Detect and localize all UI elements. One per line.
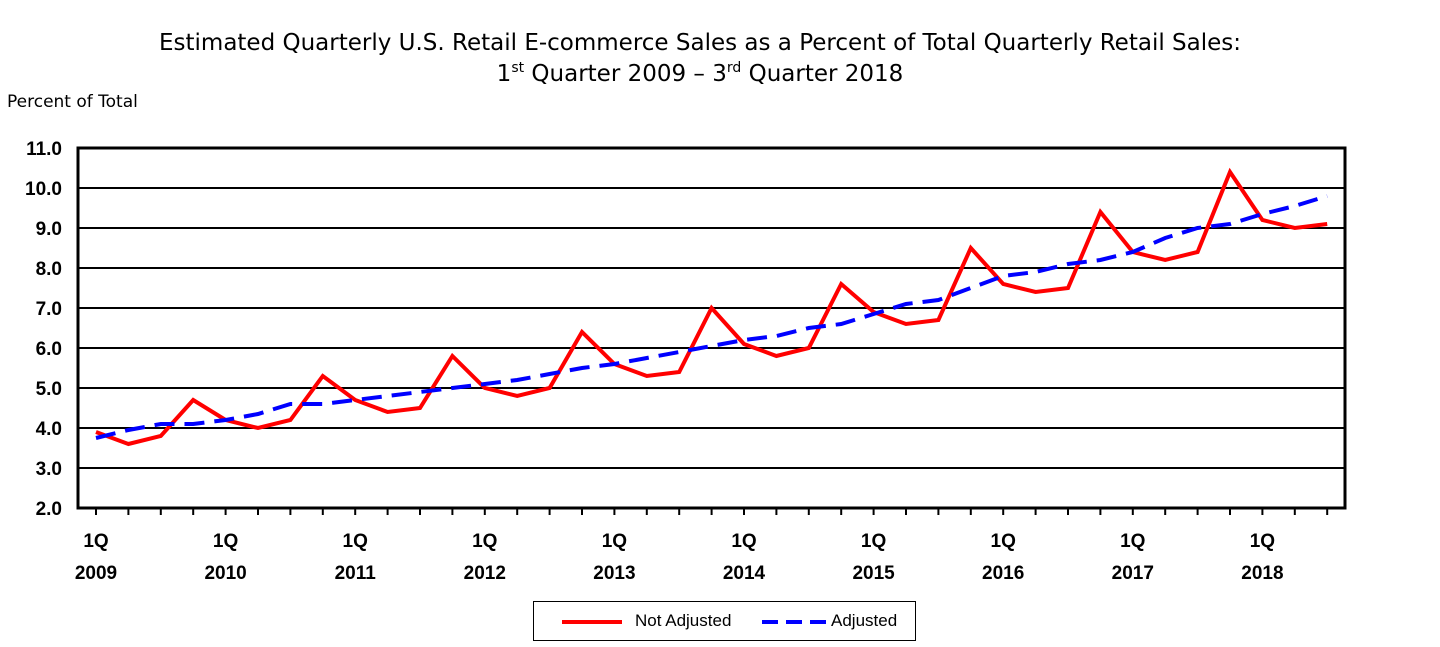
x-tick-label-year: 2010 [204, 563, 246, 584]
plot-area-frame [76, 146, 1347, 510]
x-tick-label-quarter: 1Q [731, 531, 756, 552]
y-tick-label: 10.0 [25, 179, 62, 200]
x-tick-label-year: 2016 [982, 563, 1024, 584]
legend-swatch-adjusted [762, 620, 826, 624]
line-chart: 2.0 3.0 4.0 5.0 6.0 7.0 8.0 9.0 10.0 11.0 1Q 2009 1Q… [25, 139, 1347, 584]
y-tick-label: 2.0 [36, 499, 62, 520]
y-axis-label: Percent of Total [7, 92, 138, 112]
y-tick-label: 8.0 [36, 259, 62, 280]
x-tick-label-year: 2017 [1112, 563, 1154, 584]
y-tick-label: 11.0 [26, 139, 62, 160]
legend-swatch-not-adjusted [562, 620, 622, 624]
x-tick-label-year: 2011 [335, 563, 377, 584]
x-tick-label-year: 2013 [593, 563, 635, 584]
y-tick-label: 6.0 [36, 339, 62, 360]
y-tick-label: 7.0 [36, 299, 62, 320]
x-tick-label-quarter: 1Q [472, 531, 497, 552]
x-tick-label-quarter: 1Q [602, 531, 627, 552]
chart-title-line-1: Estimated Quarterly U.S. Retail E-commer… [158, 30, 1242, 56]
x-tick-label-quarter: 1Q [343, 531, 368, 552]
y-tick-label: 9.0 [36, 219, 62, 240]
x-tick-label-quarter: 1Q [861, 531, 886, 552]
x-tick-label-year: 2012 [464, 563, 506, 584]
x-tick-label-quarter: 1Q [83, 531, 108, 552]
x-tick-label-year: 2015 [852, 563, 895, 584]
y-tick-label: 3.0 [36, 459, 62, 480]
series-line-adjusted [95, 194, 1328, 440]
legend: Not Adjusted Adjusted [533, 601, 916, 641]
x-tick-label-quarter: 1Q [1120, 531, 1145, 552]
y-tick-label: 4.0 [36, 419, 62, 440]
x-tick-label-year: 2009 [75, 563, 117, 584]
x-tick-label-quarter: 1Q [213, 531, 238, 552]
legend-label-adjusted: Adjusted [831, 611, 898, 630]
x-tick-label-year: 2018 [1241, 563, 1283, 584]
x-tick-label-quarter: 1Q [1250, 531, 1275, 552]
y-tick-label: 5.0 [36, 379, 62, 400]
x-tick-label-quarter: 1Q [991, 531, 1016, 552]
chart-title-line-2: 1st Quarter 2009 – 3rd Quarter 2018 [496, 60, 904, 87]
legend-label-not-adjusted: Not Adjusted [635, 611, 732, 630]
x-tick-label-year: 2014 [723, 563, 766, 584]
